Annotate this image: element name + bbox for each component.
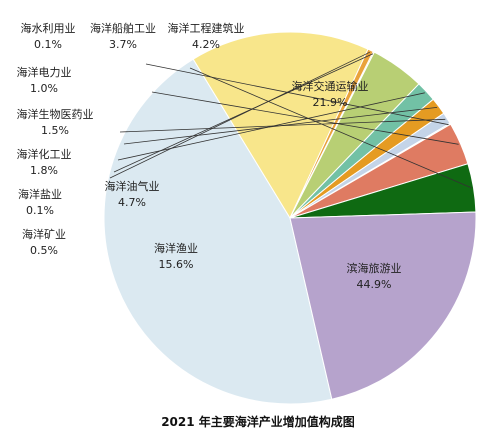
slice-value-label: 15.6% xyxy=(159,258,194,271)
leader-lines xyxy=(109,51,472,189)
leader-line xyxy=(189,67,472,189)
pie-slice-1 xyxy=(192,31,369,220)
slice-value-label: 4.2% xyxy=(192,38,220,51)
slice-value-label: 1.0% xyxy=(30,82,58,95)
slice-name-label: 海洋工程建筑业 xyxy=(168,21,245,35)
leader-line xyxy=(151,91,459,145)
pie-slice-0 xyxy=(103,58,333,405)
slice-name-label: 海洋船舶工业 xyxy=(90,21,156,35)
slice-name-label: 滨海旅游业 xyxy=(347,261,402,275)
slice-value-label: 0.1% xyxy=(34,38,62,51)
slice-name-label: 海洋电力业 xyxy=(17,65,72,79)
slice-name-label: 海洋化工业 xyxy=(17,147,72,161)
pie-slice-11 xyxy=(289,211,477,400)
slice-value-label: 0.1% xyxy=(26,204,54,217)
slice-value-label: 44.9% xyxy=(357,278,392,291)
leader-line xyxy=(109,51,370,179)
slice-value-label: 3.7% xyxy=(109,38,137,51)
slice-value-label: 0.5% xyxy=(30,244,58,257)
slice-name-label: 海洋生物医药业 xyxy=(17,107,94,121)
leader-line xyxy=(113,53,374,173)
chart-title: 2021 年主要海洋产业增加值构成图 xyxy=(161,414,355,429)
leader-line xyxy=(145,63,449,126)
slice-name-label: 海洋油气业 xyxy=(105,179,160,193)
slice-value-label: 1.5% xyxy=(41,124,69,137)
slice-name-label: 海洋渔业 xyxy=(154,241,198,255)
slice-value-label: 4.7% xyxy=(118,196,146,209)
slice-name-label: 海洋交通运输业 xyxy=(292,79,369,93)
slice-value-label: 21.9% xyxy=(313,96,348,109)
slice-name-label: 海水利用业 xyxy=(21,21,76,35)
leader-line xyxy=(119,118,446,133)
slice-labels: 滨海旅游业 44.9% 海洋渔业 15.6% 海洋矿业 0.5% 海洋盐业 0.1% 海洋油气业… xyxy=(17,21,402,291)
slice-name-label: 海洋盐业 xyxy=(18,187,62,201)
slice-value-label: 1.8% xyxy=(30,164,58,177)
pie-slices xyxy=(103,31,477,405)
slice-name-label: 海洋矿业 xyxy=(22,227,66,241)
